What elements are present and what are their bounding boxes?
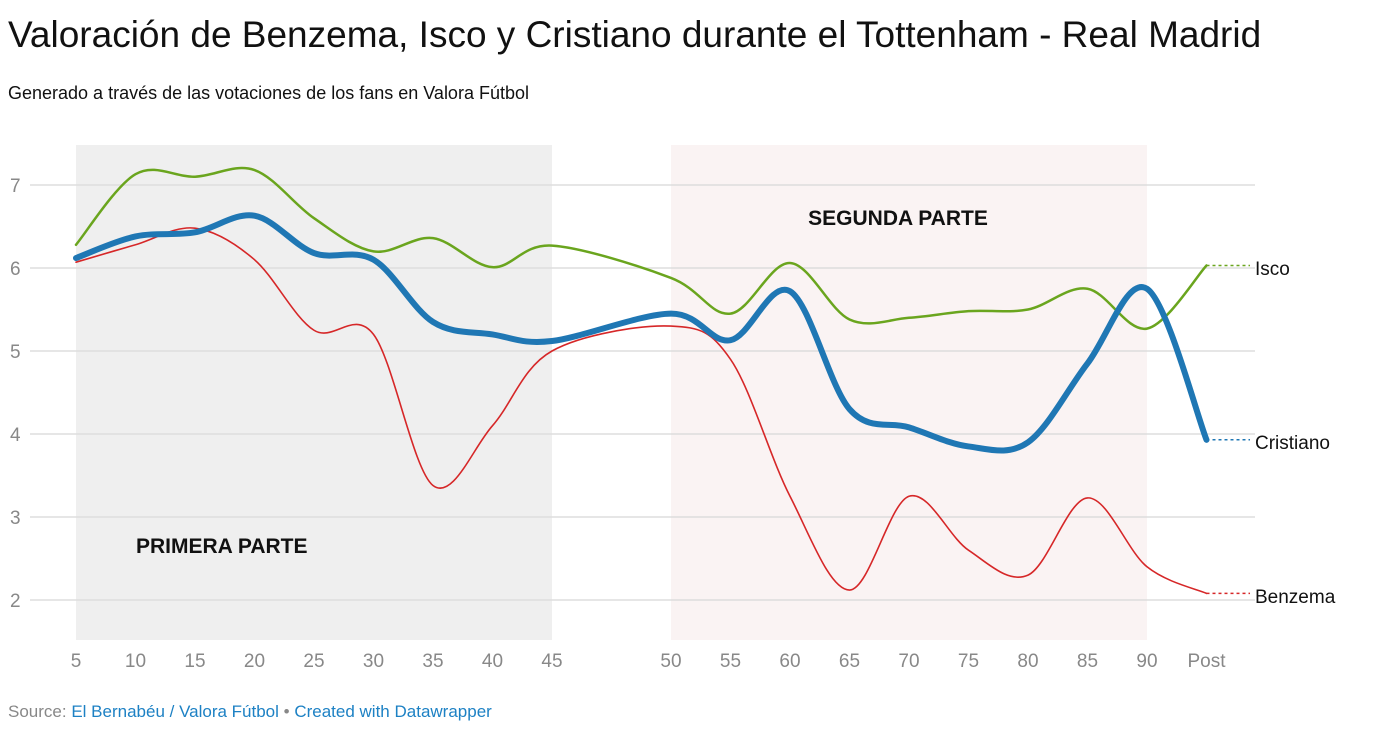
region-label: PRIMERA PARTE: [136, 535, 308, 558]
series-label-benzema: Benzema: [1255, 587, 1336, 608]
datawrapper-link[interactable]: Created with Datawrapper: [294, 702, 492, 721]
series-label-cristiano: Cristiano: [1255, 433, 1330, 454]
x-tick-label: 20: [244, 651, 265, 672]
source-line: Source: El Bernabéu / Valora Fútbol • Cr…: [8, 702, 492, 722]
x-tick-label: 50: [660, 651, 681, 672]
chart-title: Valoración de Benzema, Isco y Cristiano …: [8, 14, 1262, 55]
region-label: SEGUNDA PARTE: [808, 207, 988, 230]
x-tick-label: 45: [541, 651, 562, 672]
y-tick-label: 7: [10, 176, 21, 197]
x-tick-label: 55: [720, 651, 741, 672]
y-tick-label: 5: [10, 342, 21, 363]
x-tick-label: 85: [1077, 651, 1098, 672]
y-tick-label: 4: [10, 425, 21, 446]
y-tick-label: 2: [10, 591, 21, 612]
x-tick-label: 25: [303, 651, 324, 672]
source-link[interactable]: El Bernabéu / Valora Fútbol: [71, 702, 279, 721]
x-tick-label: 65: [839, 651, 860, 672]
series-label-isco: Isco: [1255, 259, 1290, 280]
x-tick-label: 60: [779, 651, 800, 672]
series-line-cristiano: [73, 212, 1210, 454]
y-tick-label: 3: [10, 508, 21, 529]
x-tick-label: 80: [1017, 651, 1038, 672]
region-band: [76, 145, 552, 640]
x-tick-label: 35: [422, 651, 443, 672]
x-tick-label: 70: [898, 651, 919, 672]
separator: •: [278, 702, 295, 721]
source-label: Source:: [8, 702, 67, 721]
x-tick-label: 10: [125, 651, 146, 672]
x-tick-label: Post: [1187, 651, 1226, 672]
y-tick-label: 6: [10, 259, 21, 280]
series-line-isco: [74, 166, 1208, 330]
x-tick-label: 75: [958, 651, 979, 672]
series-line-benzema: [75, 227, 1208, 595]
x-tick-label: 90: [1136, 651, 1157, 672]
x-tick-label: 15: [184, 651, 205, 672]
x-tick-label: 40: [482, 651, 503, 672]
chart-subtitle: Generado a través de las votaciones de l…: [8, 83, 529, 103]
x-tick-label: 30: [363, 651, 384, 672]
x-tick-label: 5: [71, 651, 82, 672]
